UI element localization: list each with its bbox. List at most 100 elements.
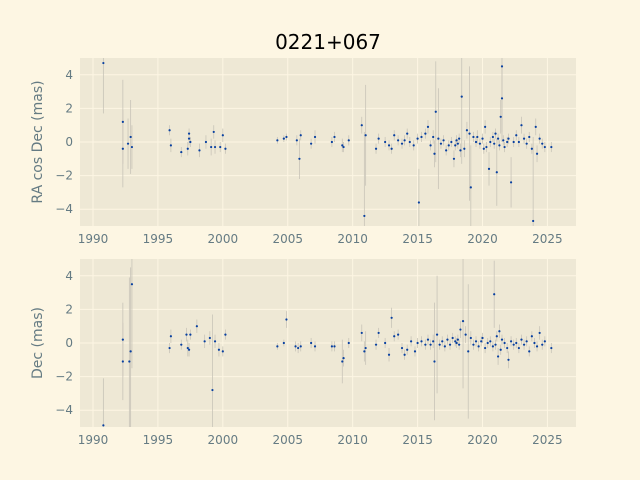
dec-x-tick-label: 2005 [272, 433, 303, 447]
ra-data-point [406, 132, 409, 135]
ra-data-point [528, 135, 531, 139]
ra-data-point [499, 115, 502, 118]
ra-data-point [481, 137, 484, 140]
ra-data-point [403, 139, 406, 142]
ra-x-tick-label: 2005 [272, 232, 303, 246]
dec-y-axis-label: Dec (mas) [30, 307, 46, 379]
ra-data-point [426, 125, 430, 128]
dec-y-tick-label: 0 [65, 336, 73, 350]
ra-data-point [363, 214, 366, 218]
dec-data-point [458, 343, 461, 346]
dec-data-point [451, 336, 454, 340]
dec-data-point [282, 341, 285, 345]
dec-x-tick-label: 2000 [208, 433, 239, 447]
ra-data-point [213, 145, 217, 149]
dec-data-point [363, 350, 366, 353]
dec-data-point [493, 293, 496, 296]
dec-data-point [310, 341, 313, 345]
ra-data-point [517, 140, 520, 144]
ra-data-point [417, 201, 420, 204]
ra-data-point [458, 137, 461, 140]
dec-data-point [474, 340, 478, 343]
dec-data-point [433, 360, 436, 363]
ra-data-point [130, 145, 134, 149]
dec-data-point [515, 341, 518, 345]
dec-data-point [500, 338, 504, 341]
ra-data-point [390, 147, 393, 150]
dec-data-point [377, 331, 380, 335]
ra-data-point [187, 132, 191, 135]
dec-data-point [464, 333, 467, 336]
ra-data-point [494, 132, 497, 135]
dec-data-point [330, 345, 333, 348]
ra-data-point [420, 135, 423, 139]
dec-points [102, 283, 553, 427]
ra-data-point [456, 142, 459, 145]
ra-data-point [495, 171, 498, 174]
dec-data-point [217, 348, 221, 351]
ra-data-point [485, 145, 488, 149]
ra-x-tick-label: 2010 [337, 232, 368, 246]
ra-data-point [468, 132, 471, 135]
dec-data-point [489, 340, 492, 343]
dec-data-point [467, 350, 470, 353]
dec-data-point [403, 353, 406, 356]
dec-data-point [495, 335, 498, 338]
ra-data-point [442, 139, 445, 142]
ra-data-point [433, 152, 436, 155]
ra-data-point [298, 157, 301, 160]
ra-x-tick-label: 1990 [78, 232, 109, 246]
dec-data-point [480, 340, 483, 343]
ra-data-point [342, 145, 345, 149]
ra-data-point [535, 152, 539, 155]
ra-data-point [126, 142, 130, 145]
ra-data-point [445, 149, 448, 152]
dec-data-point [360, 331, 363, 335]
ra-data-point [525, 142, 528, 145]
dec-data-point [213, 340, 217, 343]
ra-data-point [364, 134, 367, 137]
dec-data-point [426, 338, 430, 341]
dec-data-point [461, 320, 465, 323]
dec-data-point [180, 343, 183, 346]
dec-data-point [413, 350, 417, 353]
ra-data-point [210, 145, 213, 149]
ra-y-axis-label: RA cos Dec (mas) [30, 80, 46, 203]
dec-data-point [443, 345, 446, 348]
ra-data-point [330, 140, 333, 144]
dec-data-point [424, 343, 427, 346]
ra-data-point [384, 140, 387, 144]
dec-data-point [406, 348, 409, 351]
dec-data-point [503, 341, 506, 345]
dec-data-point [285, 318, 288, 321]
dec-data-point [185, 333, 188, 336]
ra-data-point [129, 135, 132, 139]
dec-tick-labels: 1990 1995 2000 2005 2010 2015 2020 2025 −4 −2 0 2 4 [55, 269, 562, 447]
ra-y-tick-label: −4 [55, 202, 73, 216]
ra-data-point [493, 142, 496, 145]
dec-data-point [187, 348, 191, 351]
ra-x-tick-label: 2025 [532, 232, 563, 246]
ra-data-point [543, 145, 546, 149]
ra-data-point [465, 129, 469, 132]
ra-data-point [496, 137, 500, 140]
dec-y-tick-label: 2 [65, 302, 73, 316]
ra-data-point [224, 147, 227, 150]
dec-x-tick-label: 2020 [467, 433, 498, 447]
dec-data-point [102, 424, 105, 427]
dec-data-point [455, 341, 458, 345]
ra-data-point [437, 137, 440, 140]
dec-data-point [390, 316, 393, 319]
ra-data-point [509, 181, 513, 184]
ra-data-point [186, 147, 189, 150]
ra-points [102, 61, 553, 223]
ra-data-point [393, 134, 396, 137]
ra-data-point [168, 129, 171, 132]
dec-data-point [297, 346, 300, 350]
ra-data-point [491, 135, 495, 139]
ra-x-tick-label: 2000 [208, 232, 239, 246]
dec-data-point [168, 346, 171, 350]
ra-data-point [487, 167, 491, 170]
dec-data-point [276, 345, 279, 348]
ra-data-point [282, 137, 285, 140]
